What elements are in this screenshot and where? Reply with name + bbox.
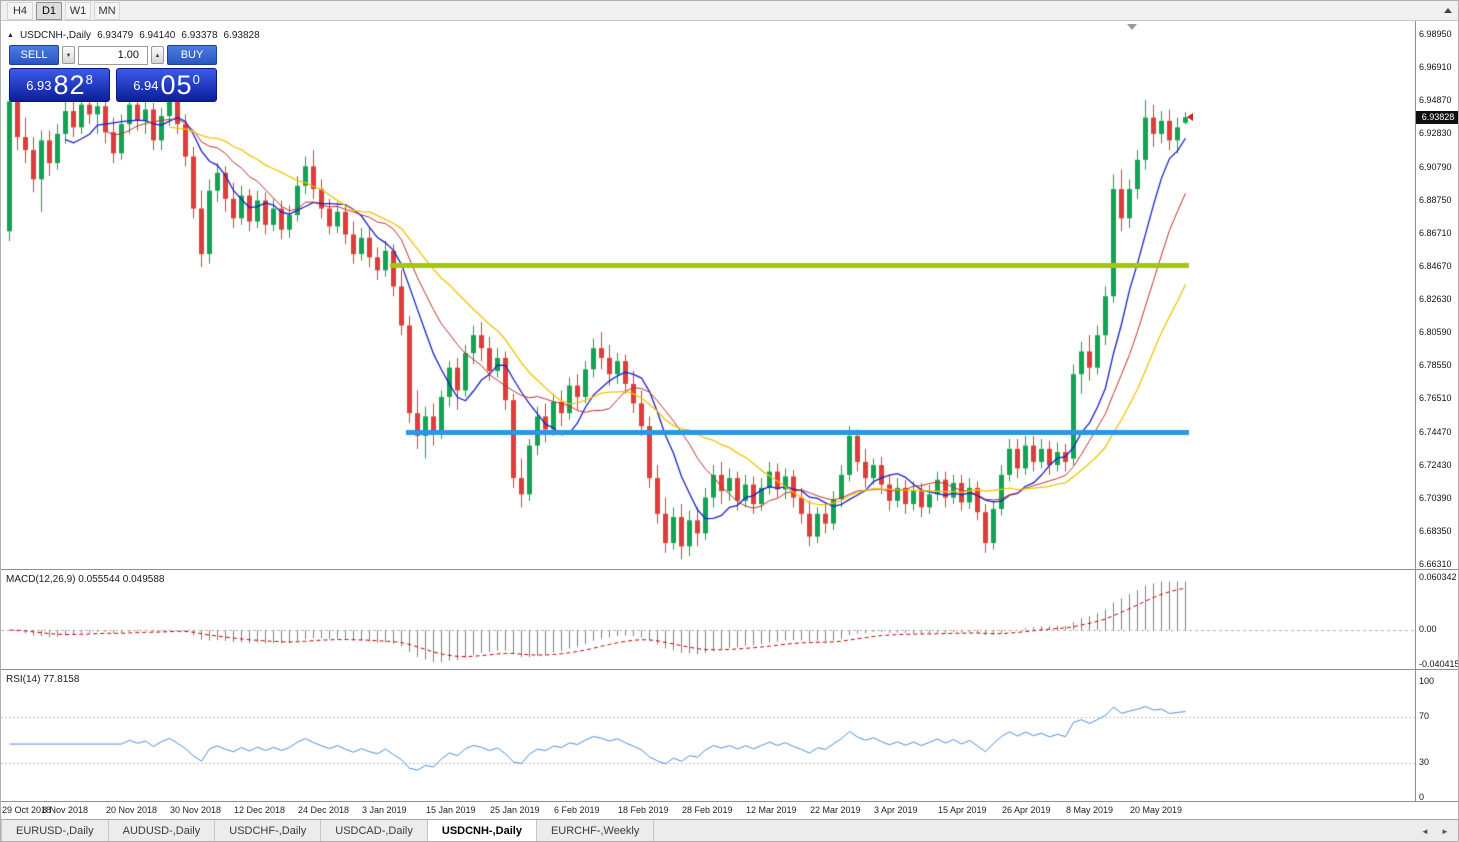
chart-symbol-label: USDCNH-,Daily	[19, 30, 92, 41]
toolbar: H4 D1 W1 MN	[1, 1, 1458, 21]
axis-scale-label: 6.66310	[1419, 559, 1452, 569]
chart-tab-eurchf-weekly[interactable]: EURCHF-,Weekly	[537, 820, 655, 841]
axis-scale-label: 100	[1419, 676, 1435, 686]
ohlc-high: 6.94140	[139, 30, 176, 41]
axis-scale-label: 70	[1419, 710, 1430, 721]
volume-increase-button[interactable]: ▲	[151, 46, 164, 64]
chart-tab-usdchf-daily[interactable]: USDCHF-,Daily	[215, 820, 322, 841]
macd-canvas[interactable]	[1, 570, 1415, 669]
date-axis-label: 15 Apr 2019	[938, 805, 987, 815]
axis-scale-label: 6.98950	[1419, 29, 1452, 39]
ohlc-close: 6.93828	[223, 30, 260, 41]
date-axis[interactable]: 29 Oct 2018 8 Nov 2018 20 Nov 2018 30 Nov 2…	[1, 801, 1458, 819]
trade-panel-controls: SELL ▼ ▲ BUY	[9, 45, 225, 65]
date-axis-label: 6 Feb 2019	[554, 805, 600, 815]
tab-scroll-left-button[interactable]: ◄	[1421, 826, 1429, 836]
axis-scale-label: 6.88750	[1419, 194, 1452, 205]
main-chart-panel[interactable]: ▲ USDCNH-,Daily 6.93479 6.94140 6.93378 …	[1, 21, 1458, 569]
chart-tab-bar: EURUSD-,Daily AUDUSD-,Daily USDCHF-,Daily U…	[1, 819, 1458, 841]
date-axis-label: 22 Mar 2019	[810, 805, 861, 815]
date-axis-label: 8 May 2019	[1066, 805, 1114, 815]
sell-price-button[interactable]: 6.93 82 8	[9, 68, 110, 102]
axis-scale-label: 6.70390	[1419, 492, 1452, 503]
date-axis-label: 20 Nov 2018	[106, 805, 158, 815]
one-click-panel-toggle-icon[interactable]: ▲	[7, 31, 14, 39]
chart-shift-marker-icon[interactable]	[1127, 24, 1137, 30]
date-axis-label: 20 May 2019	[1130, 805, 1183, 815]
date-axis-label: 28 Feb 2019	[682, 805, 733, 815]
chart-tab-usdcnh-daily[interactable]: USDCNH-,Daily	[427, 820, 537, 841]
timeframe-button-mn[interactable]: MN	[94, 1, 120, 20]
date-axis-label: 29 Oct 2018	[2, 805, 52, 815]
timeframe-button-h4[interactable]: H4	[7, 1, 33, 20]
buy-button[interactable]: BUY	[167, 45, 217, 65]
axis-scale-label: 0.00	[1419, 624, 1437, 634]
sell-button[interactable]: SELL	[9, 45, 59, 65]
axis-scale-label: 6.90790	[1419, 161, 1452, 172]
axis-scale-label: 6.78550	[1419, 360, 1452, 371]
chart-tab-usdcad-daily[interactable]: USDCAD-,Daily	[321, 820, 428, 841]
date-axis-label: 8 Nov 2018	[42, 805, 89, 815]
axis-scale-label: 6.94870	[1419, 95, 1452, 106]
buy-price-superscript: 0	[192, 72, 200, 87]
axis-scale-label: 6.92830	[1419, 128, 1452, 139]
main-chart-canvas[interactable]	[1, 21, 1415, 569]
buy-price-big-digits: 05	[160, 70, 193, 100]
toolbar-collapse-icon[interactable]	[1444, 8, 1452, 13]
axis-scale-label: 6.84670	[1419, 260, 1452, 271]
axis-scale-label: 6.74470	[1419, 426, 1452, 437]
chart-ohlc-header: ▲ USDCNH-,Daily 6.93479 6.94140 6.93378 …	[7, 30, 260, 41]
date-axis-label: 25 Jan 2019	[490, 805, 540, 815]
date-axis-label: 3 Jan 2019	[362, 805, 407, 815]
axis-scale-label: 6.86710	[1419, 227, 1452, 238]
date-axis-label: 15 Jan 2019	[426, 805, 476, 815]
rsi-canvas[interactable]	[1, 670, 1415, 801]
date-axis-label: 24 Dec 2018	[298, 805, 350, 815]
last-price-arrow-icon	[1187, 113, 1193, 122]
date-axis-label: 12 Dec 2018	[234, 805, 286, 815]
axis-scale-label: 0	[1419, 792, 1425, 802]
one-click-trade-panel: SELL ▼ ▲ BUY 6.93 82 8 6.94 05 0	[9, 45, 225, 102]
date-axis-label: 18 Feb 2019	[618, 805, 669, 815]
macd-label: MACD(12,26,9) 0.055544 0.049588	[6, 574, 165, 585]
axis-scale-label: 6.96910	[1419, 62, 1452, 73]
date-axis-label: 26 Apr 2019	[1002, 805, 1051, 815]
current-price-tag: 6.93828	[1416, 111, 1458, 125]
chart-tab-eurusd-daily[interactable]: EURUSD-,Daily	[1, 820, 109, 841]
sell-price-prefix: 6.93	[26, 77, 52, 93]
tab-scroll-right-button[interactable]: ►	[1441, 826, 1449, 836]
buy-price-button[interactable]: 6.94 05 0	[116, 68, 217, 102]
timeframe-button-d1[interactable]: D1	[36, 1, 62, 20]
axis-scale-label: 6.72430	[1419, 459, 1452, 470]
ohlc-open: 6.93479	[97, 30, 134, 41]
buy-price-prefix: 6.94	[133, 77, 159, 93]
volume-decrease-button[interactable]: ▼	[62, 46, 75, 64]
sell-price-big-digits: 82	[53, 70, 86, 100]
sell-price-superscript: 8	[85, 72, 93, 87]
date-axis-label: 12 Mar 2019	[746, 805, 797, 815]
macd-panel[interactable]: MACD(12,26,9) 0.055544 0.049588	[1, 569, 1458, 669]
axis-scale-label: 6.82630	[1419, 294, 1452, 304]
rsi-label: RSI(14) 77.8158	[6, 674, 80, 685]
date-axis-label: 30 Nov 2018	[170, 805, 222, 815]
axis-scale-label: 0.060342	[1419, 571, 1457, 582]
price-axis[interactable]: 6.93828 6.98950 6.96910 6.94870 6.92830 6.90…	[1415, 21, 1459, 802]
axis-scale-label: 30	[1419, 757, 1430, 768]
ohlc-low: 6.93378	[181, 30, 218, 41]
axis-scale-label: -0.040415	[1419, 658, 1459, 669]
axis-scale-label: 6.76510	[1419, 393, 1452, 404]
timeframe-button-w1[interactable]: W1	[65, 1, 91, 20]
date-axis-label: 3 Apr 2019	[874, 805, 918, 815]
rsi-panel[interactable]: RSI(14) 77.8158	[1, 669, 1458, 801]
volume-input[interactable]	[78, 45, 148, 65]
timeframe-group: H4 D1 W1 MN	[7, 1, 123, 20]
axis-scale-label: 6.80590	[1419, 327, 1452, 338]
tab-scroll-controls: ◄ ►	[1418, 820, 1458, 841]
trade-panel-prices: 6.93 82 8 6.94 05 0	[9, 68, 225, 102]
axis-scale-label: 6.68350	[1419, 525, 1452, 536]
chart-tabs: EURUSD-,Daily AUDUSD-,Daily USDCHF-,Daily U…	[1, 820, 655, 841]
chart-tab-audusd-daily[interactable]: AUDUSD-,Daily	[109, 820, 216, 841]
